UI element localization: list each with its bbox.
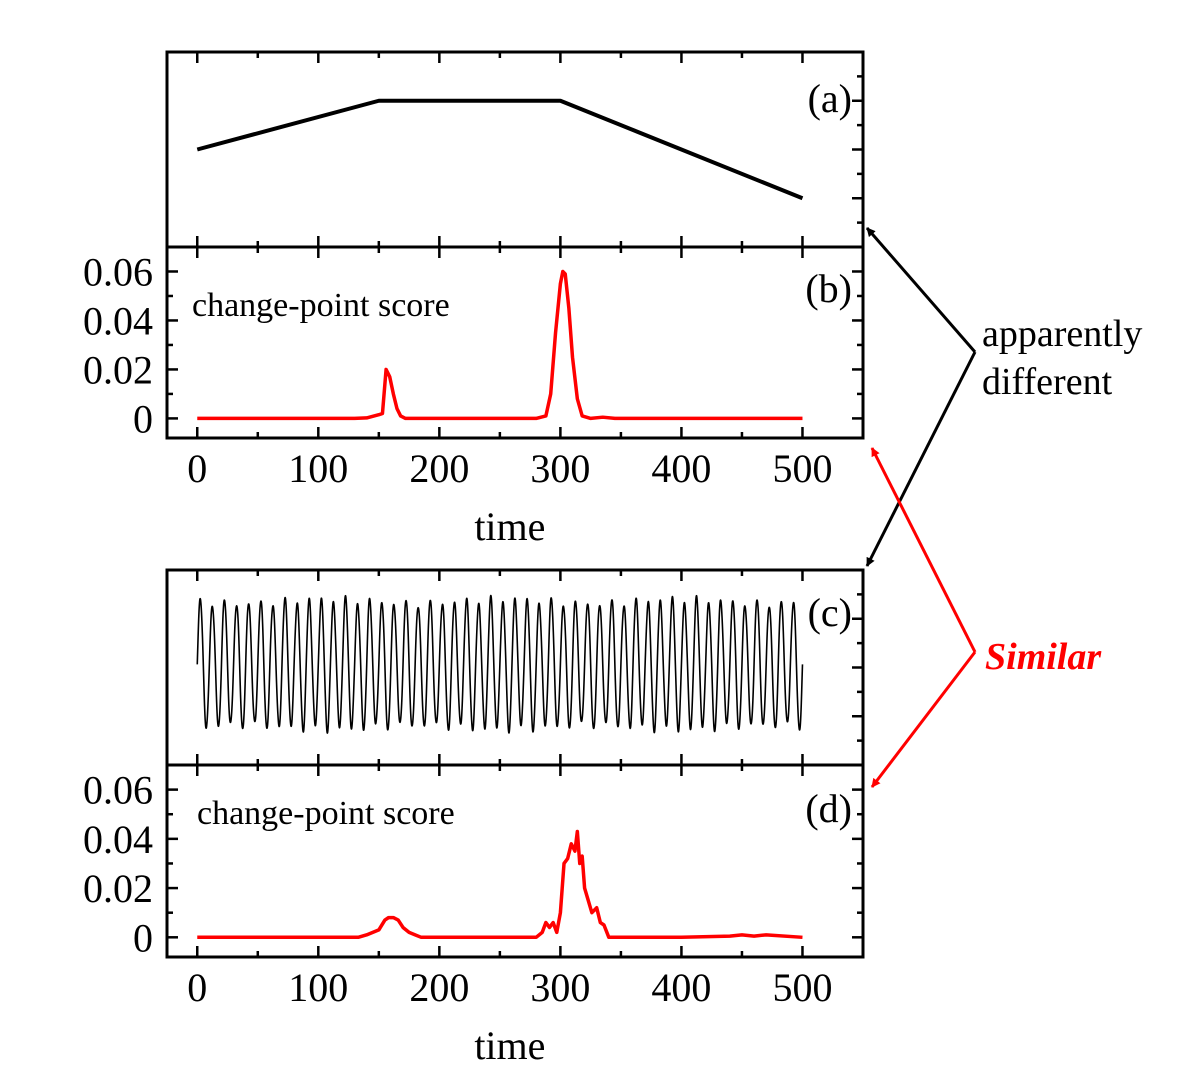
x-tick-label: 100 [288, 965, 348, 1010]
panels: (a)00.020.040.060 100 200 300 400 500time(b)c… [83, 50, 865, 1068]
panel-label-d: (d) [805, 786, 852, 831]
x-axis-label: time [474, 504, 545, 549]
series-line-b [197, 269, 803, 421]
y-tick-label: 0.04 [83, 817, 153, 862]
arrow-similar-to-d [870, 651, 977, 788]
arrow-different-to-c [865, 351, 977, 567]
y-tick-label: 0 [133, 915, 153, 960]
panel-a-frame [165, 50, 865, 249]
score-label: change-point score [192, 287, 450, 324]
panel-d-ticks [167, 763, 863, 957]
y-tick-label: 0.02 [83, 866, 153, 911]
annotation-apparently: apparently [982, 313, 1142, 355]
panel-label-b: (b) [805, 266, 852, 311]
x-tick-label: 200 [409, 965, 469, 1010]
panel-label-c: (c) [808, 590, 852, 635]
y-tick-label: 0 [133, 396, 153, 441]
x-tick-label: 400 [651, 446, 711, 491]
panel-d: 00.020.040.060 100 200 300 400 500time(d)chan… [83, 763, 865, 1068]
y-tick-label: 0.02 [83, 347, 153, 392]
annotation-similar: Similar [985, 636, 1102, 678]
y-tick-label: 0.06 [83, 249, 153, 294]
panel-b: 00.020.040.060 100 200 300 400 500time(b)chan… [83, 245, 865, 549]
x-tick-label: 500 [772, 446, 832, 491]
x-tick-label: 400 [651, 965, 711, 1010]
series-line-a [196, 98, 804, 201]
panel-c: (c) [165, 568, 865, 767]
x-tick-label: 0 [187, 965, 207, 1010]
panel-a-ticks [196, 52, 863, 247]
series-line-c [196, 594, 804, 734]
y-tick-label: 0.04 [83, 298, 153, 343]
panel-b-ticks [167, 245, 863, 438]
x-tick-label: 500 [772, 965, 832, 1010]
x-tick-label: 200 [409, 446, 469, 491]
series-line-d [197, 829, 803, 940]
y-tick-label: 0.06 [83, 768, 153, 813]
x-tick-label: 300 [530, 965, 590, 1010]
annotation-different: different [982, 361, 1113, 403]
panel-a: (a) [165, 50, 865, 249]
annotations: apparently different Similar [865, 227, 1142, 788]
x-tick-label: 100 [288, 446, 348, 491]
arrow-similar-to-b [870, 447, 977, 653]
score-label: change-point score [197, 795, 455, 832]
panel-b-frame [165, 245, 865, 440]
x-tick-label: 0 [187, 446, 207, 491]
x-axis-label: time [474, 1023, 545, 1068]
arrow-different-to-a [865, 227, 977, 353]
x-tick-label: 300 [530, 446, 590, 491]
panel-label-a: (a) [808, 76, 852, 121]
panel-d-frame [165, 763, 865, 959]
